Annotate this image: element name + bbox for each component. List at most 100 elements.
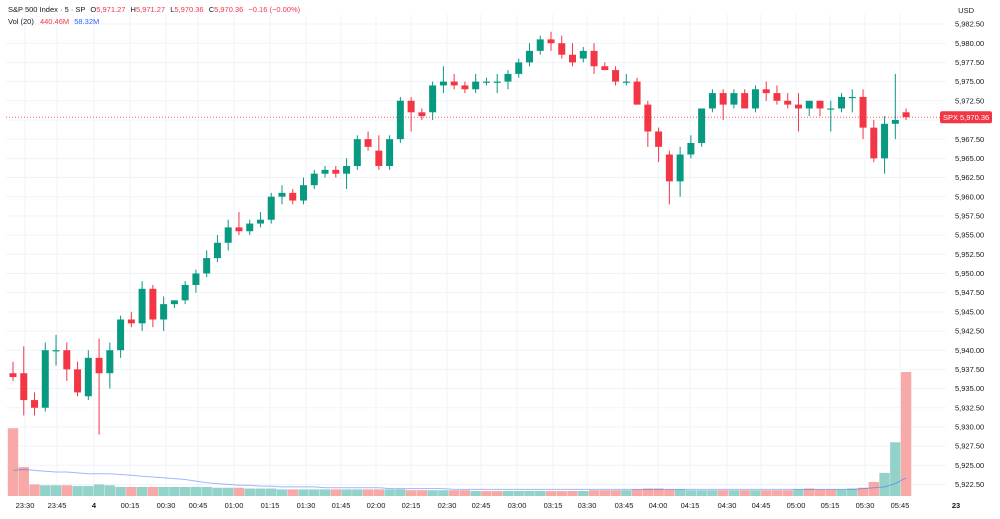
- candle-body: [203, 258, 211, 274]
- candle-body: [569, 54, 577, 63]
- candle-body: [235, 227, 243, 232]
- x-tick-label: 23:30: [16, 501, 35, 510]
- y-tick-label: 5,955.00: [955, 231, 984, 240]
- candle: [622, 73, 630, 86]
- x-tick-label: 00:45: [189, 501, 208, 510]
- y-tick-label: 5,960.00: [955, 192, 984, 201]
- volume-bar: [492, 491, 503, 496]
- volume-bar: [836, 489, 847, 496]
- volume-bar: [373, 489, 385, 496]
- candle: [117, 315, 125, 358]
- volume-bar: [847, 488, 858, 496]
- candle: [687, 135, 695, 159]
- x-tick-label: 01:00: [225, 501, 244, 510]
- volume-bar: [578, 491, 589, 496]
- candle: [730, 89, 738, 109]
- volume-bar: [653, 488, 664, 496]
- volume-bar: [276, 489, 288, 496]
- x-tick-label: 03:45: [615, 501, 634, 510]
- candle: [719, 89, 727, 120]
- candle: [181, 281, 189, 305]
- candle: [138, 281, 146, 332]
- grid: [6, 14, 946, 496]
- candle-body: [870, 127, 878, 159]
- candle: [751, 85, 759, 113]
- volume-bar: [83, 486, 94, 496]
- candle-body: [708, 93, 716, 109]
- volume-bar: [513, 491, 524, 496]
- candle-body: [612, 70, 620, 82]
- candle: [870, 119, 878, 163]
- candle-body: [343, 166, 351, 174]
- candle: [439, 66, 447, 94]
- volume-ma-value: 58.32M: [74, 17, 100, 26]
- candle: [450, 73, 458, 90]
- candle-body: [536, 39, 544, 51]
- volume-bar: [427, 490, 438, 496]
- volume-bar: [50, 485, 62, 496]
- y-tick-label: 5,947.50: [955, 288, 984, 297]
- candle-body: [644, 104, 652, 132]
- volume-bar: [717, 490, 729, 496]
- y-tick-label: 5,925.00: [955, 461, 984, 470]
- candle-body: [472, 81, 480, 90]
- volume-bar: [793, 489, 804, 496]
- volume-bar: [857, 487, 869, 496]
- volume-label[interactable]: Vol (20): [8, 17, 34, 26]
- volume-bar: [814, 489, 826, 496]
- candle-body: [95, 357, 103, 374]
- candle: [396, 96, 404, 143]
- candle: [203, 250, 211, 278]
- candle-body: [579, 50, 587, 59]
- x-tick-label: 01:30: [297, 501, 316, 510]
- candle: [74, 361, 82, 397]
- volume-row: Vol (20) 440.46M 58.32M: [8, 16, 300, 28]
- chart-legend: S&P 500 Index · 5 · SP O5,971.27 H5,971.…: [8, 4, 300, 28]
- currency-label[interactable]: USD: [958, 6, 974, 15]
- candle-body: [848, 96, 856, 99]
- candle: [816, 100, 824, 117]
- candle-body: [805, 100, 813, 109]
- candle-body: [687, 142, 695, 155]
- candle: [741, 89, 749, 109]
- candle: [418, 108, 426, 120]
- volume-ma-line: [12, 468, 907, 490]
- candle-body: [181, 284, 189, 301]
- x-tick-label: 04:00: [649, 501, 668, 510]
- candle-body: [63, 350, 71, 370]
- candle-body: [267, 196, 275, 220]
- candle-body: [891, 119, 899, 124]
- candle: [332, 166, 340, 178]
- candle: [364, 131, 372, 151]
- volume-ma: [12, 468, 907, 490]
- candle: [106, 342, 114, 389]
- symbol-title[interactable]: S&P 500 Index · 5 · SP: [8, 5, 86, 14]
- x-tick-label: 04:45: [752, 501, 771, 510]
- candle: [504, 70, 512, 90]
- candles: [9, 31, 910, 435]
- candle-body: [838, 96, 846, 109]
- candle: [698, 108, 706, 147]
- candle: [84, 350, 92, 401]
- candle-body: [353, 139, 361, 167]
- candle-body: [138, 288, 146, 324]
- candle: [343, 158, 351, 190]
- volume-bar: [405, 490, 417, 496]
- change-value: −0.16 (−0.00%): [248, 5, 301, 14]
- volume-bar: [190, 486, 202, 496]
- candle-body: [719, 93, 727, 105]
- candle-body: [525, 50, 533, 63]
- candle-body: [633, 81, 641, 105]
- volume-bars: [7, 372, 912, 496]
- volume-bar: [556, 491, 567, 496]
- volume-bar: [352, 489, 363, 496]
- candle-body: [278, 192, 286, 197]
- volume-bar: [890, 442, 901, 496]
- volume-bar: [362, 489, 374, 496]
- volume-bar: [309, 489, 320, 496]
- candle-body: [160, 304, 168, 320]
- candle-body: [515, 62, 523, 74]
- candle-body: [396, 100, 404, 140]
